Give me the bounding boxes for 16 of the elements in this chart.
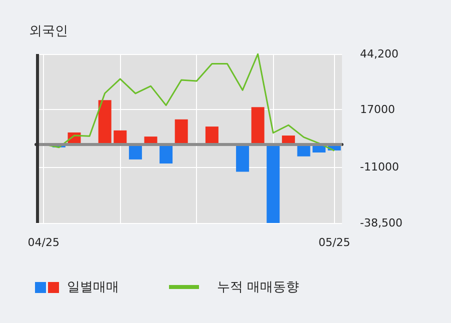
bar — [205, 126, 218, 144]
bar — [174, 119, 188, 144]
x-tick-label: 05/25 — [318, 236, 350, 249]
legend-label: 일별매매 — [67, 279, 119, 296]
bar — [251, 107, 264, 144]
bar — [236, 144, 250, 172]
bar — [98, 100, 112, 144]
y-tick-label: 44,200 — [360, 48, 398, 60]
y-tick-label: -38,500 — [360, 216, 402, 230]
legend-label: 누적 매매동향 — [217, 279, 300, 296]
y-tick-label: -11000 — [360, 160, 399, 174]
y-tick-label: 17000 — [360, 103, 395, 116]
x-tick-label: 04/25 — [28, 236, 60, 249]
bar — [266, 144, 280, 223]
bar — [160, 144, 173, 164]
chart-title: 외국인 — [29, 24, 68, 39]
